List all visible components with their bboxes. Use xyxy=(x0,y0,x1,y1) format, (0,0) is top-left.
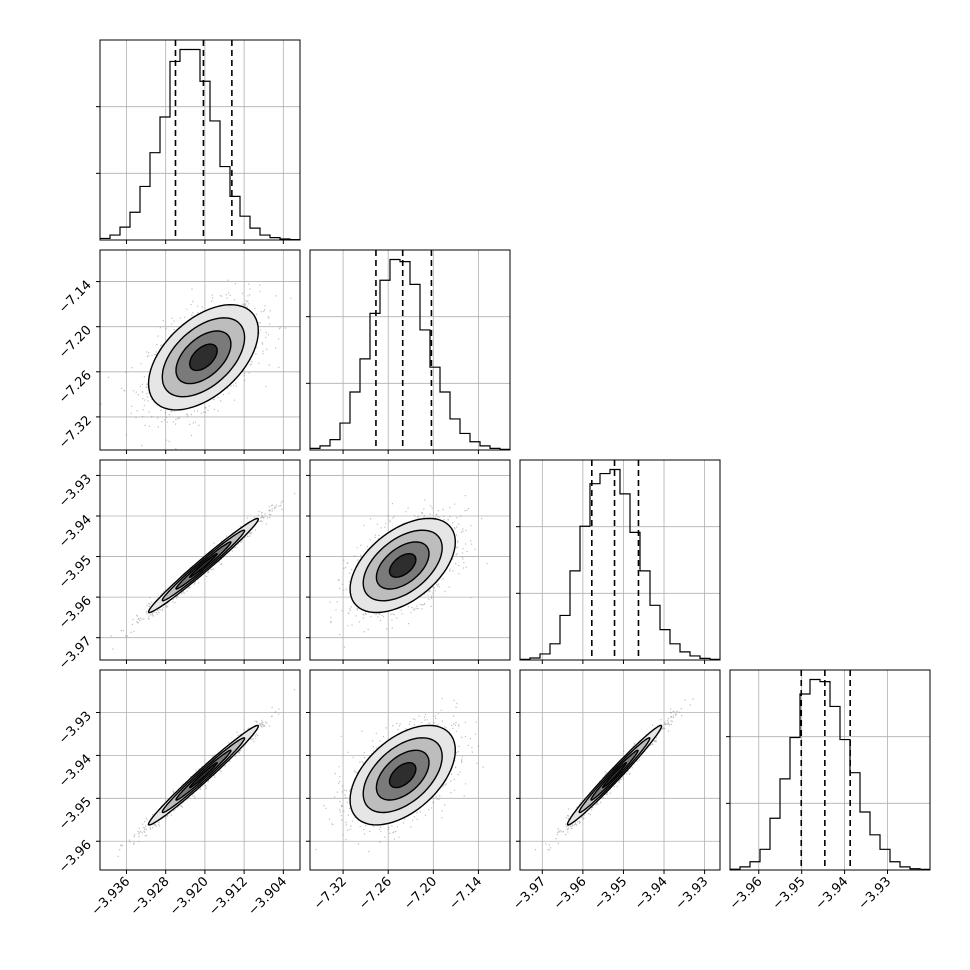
contour-core xyxy=(602,762,628,789)
x-tick-label: −3.904 xyxy=(246,874,291,919)
x-tick-label: −7.20 xyxy=(401,874,440,913)
panel-frame xyxy=(519,459,721,661)
histogram-panel-4 xyxy=(730,670,930,870)
y-tick-label: −3.95 xyxy=(56,795,95,834)
y-tick-label: −7.32 xyxy=(56,413,95,452)
panel-frame xyxy=(99,669,301,871)
x-tick-label: −7.26 xyxy=(356,874,395,913)
x-tick-label: −3.96 xyxy=(551,874,590,913)
x-tick-label: −3.920 xyxy=(167,874,212,919)
y-tick-label: −3.93 xyxy=(56,709,95,748)
x-tick-label: −3.97 xyxy=(510,874,549,913)
y-tick-label: −3.93 xyxy=(56,472,95,511)
contour-core xyxy=(188,343,218,372)
contour-core xyxy=(388,762,417,789)
scatter-panel-3-2 xyxy=(310,460,510,660)
x-tick-label: −3.94 xyxy=(632,874,671,913)
panel-frame xyxy=(99,39,301,241)
x-tick-label: −3.912 xyxy=(206,874,251,919)
x-tick-label: −3.93 xyxy=(673,874,712,913)
y-tick-label: −7.20 xyxy=(56,323,95,362)
histogram-step-line xyxy=(100,48,300,240)
contour-core xyxy=(188,762,218,789)
x-tick-label: −3.94 xyxy=(813,874,852,913)
scatter-panel-4-1 xyxy=(100,670,300,870)
x-tick-label: −3.96 xyxy=(727,874,766,913)
histogram-panel-1 xyxy=(100,40,300,240)
scatter-panel-4-3 xyxy=(520,670,720,870)
x-tick-label: −3.936 xyxy=(89,874,134,919)
histogram-panel-2 xyxy=(310,250,510,450)
x-tick-label: −3.93 xyxy=(856,874,895,913)
contour-core xyxy=(388,553,417,578)
panel-frame xyxy=(309,459,511,661)
x-tick-label: −7.14 xyxy=(446,874,485,913)
y-tick-label: −3.97 xyxy=(56,634,95,673)
scatter-panel-3-1 xyxy=(100,460,300,660)
y-tick-label: −3.96 xyxy=(56,593,95,632)
y-tick-label: −7.14 xyxy=(56,278,95,317)
panel-frame xyxy=(519,669,721,871)
x-tick-label: −7.32 xyxy=(311,874,350,913)
histogram-step-line xyxy=(730,678,930,870)
histogram-panel-3 xyxy=(520,460,720,660)
x-tick-label: −3.95 xyxy=(770,874,809,913)
x-tick-label: −3.928 xyxy=(128,874,173,919)
y-tick-label: −7.26 xyxy=(56,368,95,407)
panel-frame xyxy=(309,669,511,871)
y-tick-label: −3.96 xyxy=(56,837,95,876)
scatter-panel-2-1 xyxy=(100,250,300,450)
y-tick-label: −3.94 xyxy=(56,512,95,551)
panel-frame xyxy=(99,249,301,451)
panel-frame xyxy=(99,459,301,661)
contour-core xyxy=(188,553,218,578)
histogram-step-line xyxy=(520,468,720,660)
y-tick-label: −3.94 xyxy=(56,752,95,791)
panel-frame xyxy=(309,249,511,451)
y-tick-label: −3.95 xyxy=(56,553,95,592)
scatter-panel-4-2 xyxy=(310,670,510,870)
panel-frame xyxy=(729,669,931,871)
histogram-step-line xyxy=(310,258,510,450)
x-tick-label: −3.95 xyxy=(591,874,630,913)
